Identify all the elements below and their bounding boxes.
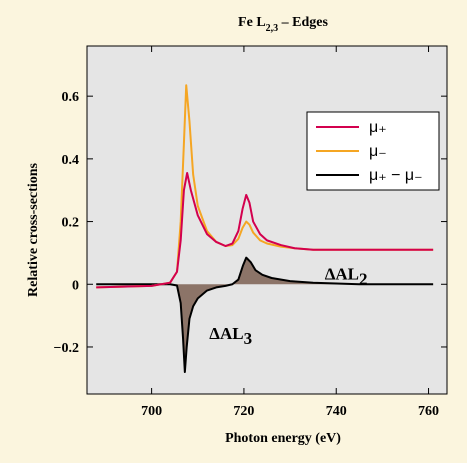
y-axis-label: Relative cross-sections [26,163,41,297]
x-tick-label: 700 [141,404,162,419]
x-tick-label: 760 [418,404,439,419]
annotation-delta-al2: ΔAL2 [325,265,368,289]
axis-ticks: 700 720 740 760 −0.2 0 0.2 0.4 0.6 [54,46,447,419]
legend: μ₊ μ₋ μ₊ − μ₋ [306,111,440,191]
x-tick-label: 720 [233,404,254,419]
legend-label: μ₋ [369,143,387,160]
series-line-mu-difference [96,256,434,374]
legend-label: μ₊ − μ₋ [369,167,423,184]
y-tick-label: 0.4 [62,153,80,168]
y-tick-label: −0.2 [54,341,79,356]
legend-label: μ₊ [369,119,387,136]
x-tick-label: 740 [326,404,347,419]
series-line-mu-plus [96,171,434,289]
y-tick-label: 0.6 [62,90,80,105]
y-tick-label: 0 [72,278,79,293]
x-axis-label: Photon energy (eV) [225,431,341,446]
annotation-layer: ΔAL2 ΔAL3 [209,265,367,349]
y-tick-label: 0.2 [62,216,80,231]
series-area-difference [96,257,434,373]
chart-title: Fe L2,3 – Edges [238,15,328,34]
series-layer [96,84,434,374]
plot-area [86,45,448,395]
annotation-delta-al3: ΔAL3 [209,324,252,348]
